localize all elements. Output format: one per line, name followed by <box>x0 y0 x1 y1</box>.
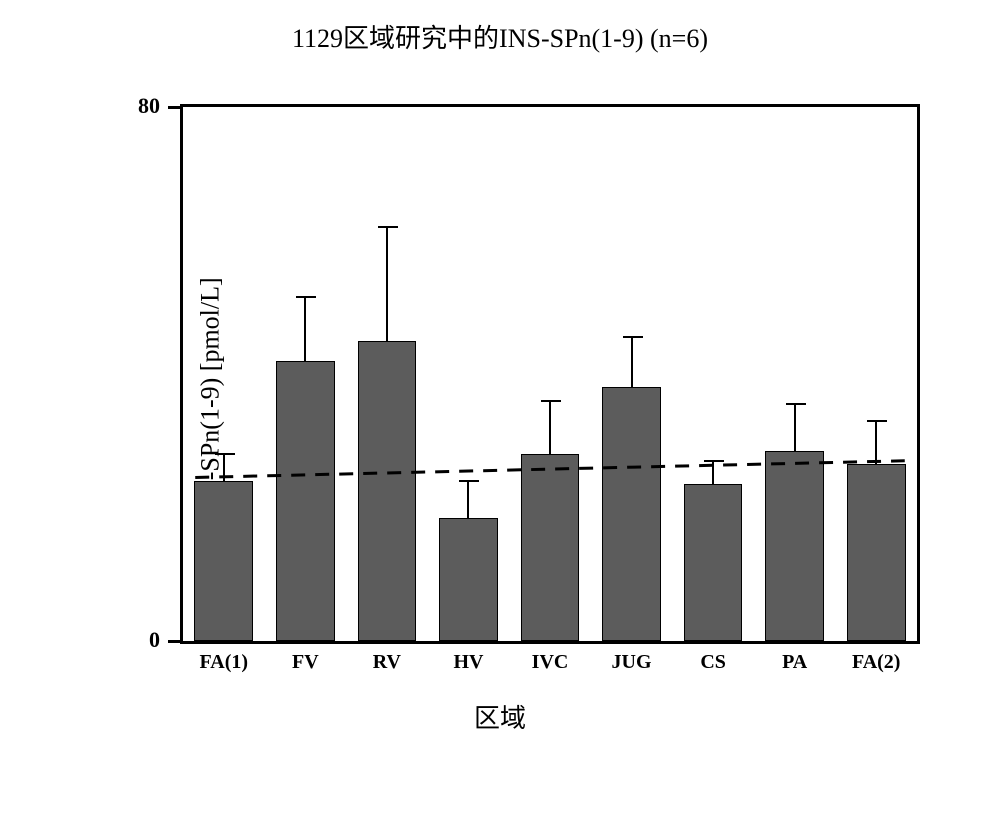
y-tick <box>168 106 180 109</box>
chart-title: 1129区域研究中的INS-SPn(1-9) (n=6) <box>0 18 1000 55</box>
y-tick-label: 80 <box>60 93 160 119</box>
x-tick-label: CS <box>700 651 726 674</box>
x-tick-label: PA <box>782 651 807 674</box>
page: { "title": { "text": "1129区域研究中的INS-SPn(… <box>0 0 1000 827</box>
reference-line <box>183 107 917 641</box>
x-tick-label: IVC <box>532 651 569 674</box>
x-tick-label: RV <box>373 651 401 674</box>
x-tick-label: HV <box>453 651 483 674</box>
plot-area <box>183 107 917 641</box>
x-axis-title: 区域 <box>60 698 940 735</box>
chart-frame: IR INS-SPn(1-9) [pmol/L] 080 FA(1)FVRVHV… <box>60 96 940 736</box>
x-tick-label: FA(2) <box>852 651 901 674</box>
x-tick-label: FA(1) <box>200 651 249 674</box>
x-tick-label: FV <box>292 651 319 674</box>
y-tick-label: 0 <box>60 627 160 653</box>
y-tick <box>168 640 180 643</box>
chart-title-text: 1129区域研究中的INS-SPn(1-9) (n=6) <box>292 24 708 53</box>
x-tick-label: JUG <box>612 651 652 674</box>
